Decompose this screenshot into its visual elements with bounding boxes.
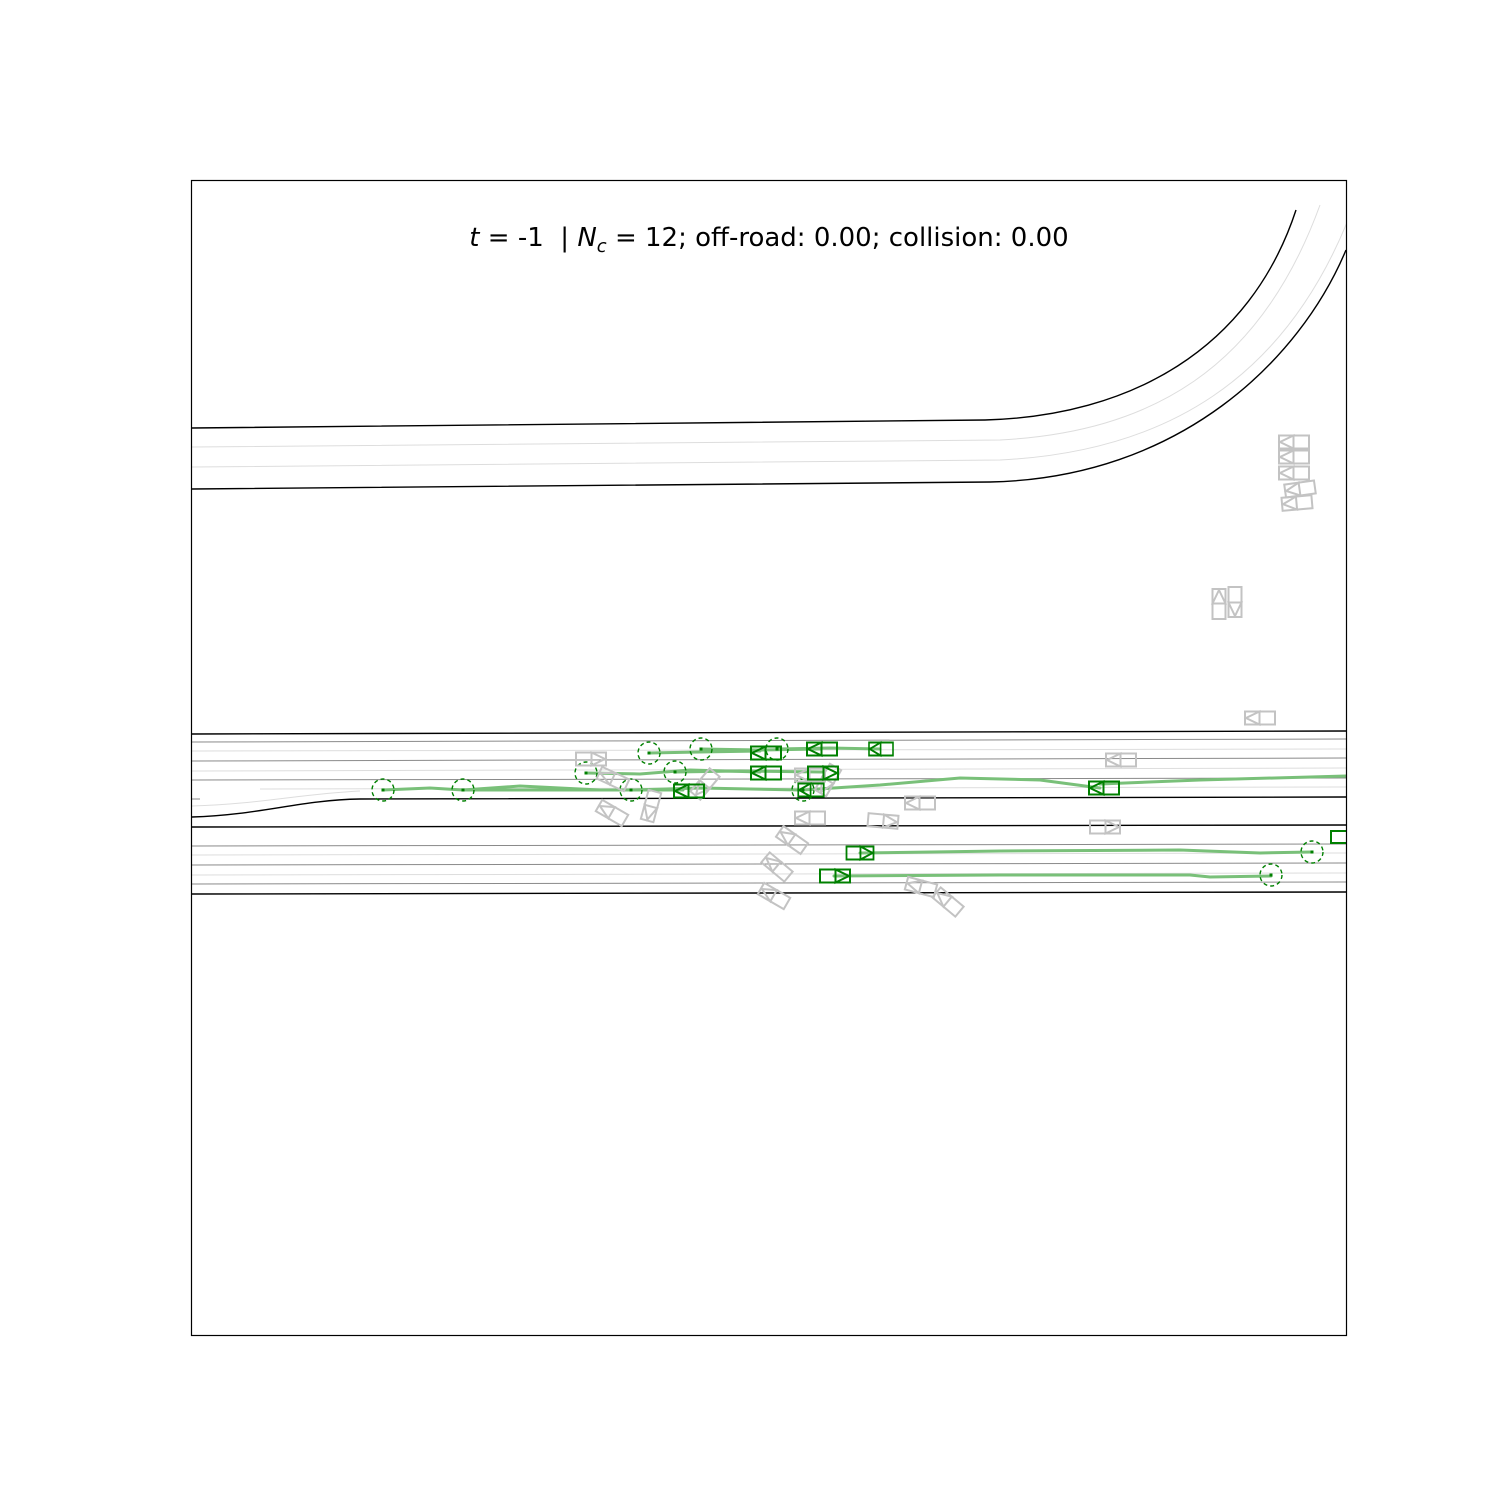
upper-road-centerline [192, 204, 1321, 448]
other-agent-box [1278, 434, 1310, 450]
axes-frame [190, 179, 1348, 1337]
lane-centerline [192, 767, 1346, 772]
other-agent-box [594, 798, 630, 828]
road-edge [192, 796, 1346, 818]
trajectory [832, 873, 1273, 879]
upper-road [192, 204, 1346, 490]
other-agent-box [931, 886, 965, 918]
title-t-symbol: t [469, 223, 480, 253]
other-agent-box [1211, 588, 1227, 620]
controlled-agent-box [1330, 830, 1346, 844]
other-agent-box [1244, 710, 1276, 726]
other-agent-box [1278, 449, 1310, 465]
other-agent-box [760, 851, 794, 883]
title-metrics: ; off-road: 0.00; collision: 0.00 [678, 223, 1069, 253]
plot-title: t = -1 | Nc = 12; off-road: 0.00; collis… [469, 223, 1068, 257]
upper-road-edge [192, 249, 1346, 490]
lane-line [192, 843, 1346, 847]
trajectory [673, 769, 824, 774]
title-separator: | [544, 223, 578, 253]
lane-line [192, 881, 1346, 885]
other-agent-box [1278, 465, 1310, 481]
upper-road-centerline [192, 223, 1346, 468]
trajectory [647, 749, 762, 755]
highway-westbound [192, 730, 1346, 818]
trajectory [1098, 774, 1346, 786]
road-edge [192, 730, 1346, 735]
title-nc-subscript: c [597, 236, 607, 257]
upper-road-edge [192, 209, 1297, 429]
road-edge [192, 891, 1346, 895]
other-agent-box [1105, 752, 1137, 768]
title-nc-value: 12 [645, 223, 678, 253]
trajectory [858, 848, 1314, 855]
other-agent-box [1227, 586, 1243, 618]
other-agent-box [903, 875, 939, 899]
other-agent-box [774, 825, 810, 855]
trajectory [801, 776, 1102, 792]
other-agent-box [1089, 819, 1121, 835]
controlled-agents [673, 741, 1346, 884]
other-agent-box [756, 881, 792, 911]
title-nc-eq: = [607, 223, 645, 253]
title-nc-symbol: N [577, 223, 596, 253]
trajectory [629, 786, 802, 792]
title-t-eq: = [480, 223, 518, 253]
trajectory [775, 746, 882, 751]
other-agent-box [639, 788, 663, 824]
other-agent-box [1280, 494, 1314, 512]
title-t-value: -1 [518, 223, 544, 253]
lane-centerline [192, 872, 1346, 876]
merge-lane-centerline [192, 790, 361, 807]
road-edge [192, 824, 1346, 828]
other-agent-box [794, 810, 826, 826]
